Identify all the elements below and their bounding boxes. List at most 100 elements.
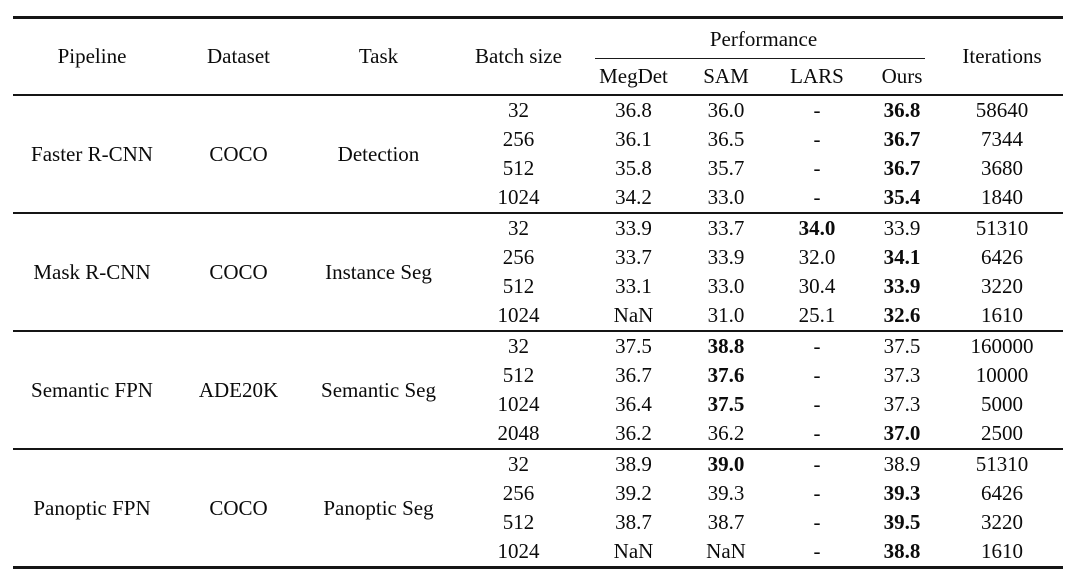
cell-ours: 34.1 bbox=[883, 245, 921, 270]
cell-lars: - bbox=[813, 156, 821, 181]
cell-batch-size: 2048 bbox=[497, 421, 540, 446]
cell-lars: 30.4 bbox=[798, 274, 836, 299]
col-header-batch-size: Batch size bbox=[451, 17, 586, 96]
cell-ours: 36.7 bbox=[883, 127, 921, 152]
cell-sam: 36.0 bbox=[707, 98, 745, 123]
cell-ours: 37.5 bbox=[863, 330, 942, 361]
cell-megdet: 33.1 bbox=[615, 274, 652, 299]
cell-sam: NaN bbox=[706, 539, 746, 564]
table-header: Pipeline Dataset Task Batch size Perform… bbox=[13, 17, 1064, 96]
cell-lars: - bbox=[813, 539, 821, 564]
cell-lars: - bbox=[813, 481, 821, 506]
cell-batch-size: 1024 bbox=[497, 303, 540, 328]
cell-megdet: 35.8 bbox=[615, 156, 652, 181]
cell-batch-size: 1024 bbox=[497, 392, 540, 417]
cell-dataset: COCO bbox=[171, 448, 306, 568]
cell-dataset: COCO bbox=[171, 212, 306, 331]
cell-sam: 37.5 bbox=[707, 392, 745, 417]
cell-sam: 36.5 bbox=[707, 127, 745, 152]
cell-lars: - bbox=[813, 421, 821, 446]
cell-batch-size: 32 bbox=[508, 98, 529, 123]
table-row: Faster R-CNN COCO Detection 32 36.8 36.0 - 36.8… bbox=[13, 95, 1063, 165]
cell-iterations: 2500 bbox=[981, 421, 1024, 446]
cell-iterations: 58640 bbox=[975, 98, 1029, 123]
cell-megdet: 36.8 bbox=[615, 98, 652, 123]
cell-megdet: 33.9 bbox=[586, 212, 681, 243]
col-header-ours: Ours bbox=[863, 59, 942, 96]
cell-pipeline: Panoptic FPN bbox=[13, 448, 171, 568]
cell-iterations: 1610 bbox=[981, 303, 1024, 328]
table-row: 2048 36.2 36.2 - 37.0 2500 bbox=[13, 419, 1063, 449]
cell-megdet: 38.9 bbox=[586, 448, 681, 479]
col-header-task: Task bbox=[306, 17, 451, 96]
cell-lars: - bbox=[813, 392, 821, 417]
cell-sam: 36.2 bbox=[707, 421, 745, 446]
cell-ours: 38.8 bbox=[883, 539, 921, 564]
cell-lars: 34.0 bbox=[771, 212, 863, 243]
cell-sam: 31.0 bbox=[707, 303, 745, 328]
cell-batch-size: 512 bbox=[502, 274, 535, 299]
cell-batch-size: 512 bbox=[502, 510, 535, 535]
cell-batch-size: 512 bbox=[502, 363, 535, 388]
cell-sam: 38.7 bbox=[707, 510, 745, 535]
cell-iterations: 51310 bbox=[941, 448, 1064, 479]
cell-batch-size: 1024 bbox=[497, 185, 540, 210]
cell-lars: - bbox=[771, 330, 863, 361]
cell-iterations: 3220 bbox=[981, 274, 1024, 299]
cell-batch-size: 32 bbox=[451, 448, 586, 479]
cell-sam: 38.8 bbox=[681, 330, 771, 361]
cell-megdet: 36.7 bbox=[615, 363, 652, 388]
cell-lars: 25.1 bbox=[798, 303, 836, 328]
table-row: Mask R-CNN COCO Instance Seg 32 33.9 33.7 34.0… bbox=[13, 212, 1064, 331]
cell-ours: 37.0 bbox=[883, 421, 921, 446]
table-row: 512 38.7 38.7 - 39.5 3220 bbox=[13, 508, 1063, 537]
cell-batch-size: 1024 bbox=[497, 539, 540, 564]
cell-iterations: 5000 bbox=[981, 392, 1024, 417]
col-header-sam: SAM bbox=[681, 59, 771, 96]
cell-ours: 37.3 bbox=[883, 392, 921, 417]
table-row: 512 33.1 33.0 30.4 33.9 3220 bbox=[13, 272, 1063, 301]
cell-ours: 33.9 bbox=[863, 212, 942, 243]
table-row: 256 33.7 33.9 32.0 34.1 6426 bbox=[13, 243, 1063, 272]
cell-batch-size: 32 bbox=[451, 330, 586, 361]
cell-lars: - bbox=[813, 185, 821, 210]
table-row: 1024 34.2 33.0 - 35.4 1840 bbox=[13, 183, 1063, 213]
cell-ours: 37.3 bbox=[883, 363, 921, 388]
cell-megdet: 39.2 bbox=[615, 481, 652, 506]
cell-ours: 36.8 bbox=[883, 98, 921, 123]
cell-lars: - bbox=[813, 510, 821, 535]
table-row: 1024 NaN NaN - 38.8 1610 bbox=[13, 537, 1063, 568]
cell-iterations: 10000 bbox=[975, 363, 1029, 388]
table-row: 256 36.1 36.5 - 36.7 7344 bbox=[13, 125, 1063, 154]
cell-ours: 32.6 bbox=[883, 303, 921, 328]
cell-ours: 36.7 bbox=[883, 156, 921, 181]
cell-batch-size: 256 bbox=[502, 481, 535, 506]
cell-iterations: 7344 bbox=[981, 127, 1024, 152]
cell-lars: - bbox=[813, 363, 821, 388]
cell-ours: 39.3 bbox=[883, 481, 921, 506]
cell-ours: 38.9 bbox=[863, 448, 942, 479]
cell-dataset: ADE20K bbox=[171, 330, 306, 449]
cell-megdet: 33.7 bbox=[615, 245, 652, 270]
cell-megdet: NaN bbox=[613, 303, 654, 328]
cell-megdet: 37.5 bbox=[586, 330, 681, 361]
cell-megdet: 36.2 bbox=[615, 421, 652, 446]
cell-megdet: 34.2 bbox=[615, 185, 652, 210]
cell-iterations: 3680 bbox=[981, 156, 1024, 181]
col-header-dataset: Dataset bbox=[171, 17, 306, 96]
cell-pipeline: Semantic FPN bbox=[13, 330, 171, 449]
table-row: 256 39.2 39.3 - 39.3 6426 bbox=[13, 479, 1063, 508]
cell-sam: 39.3 bbox=[707, 481, 745, 506]
cell-sam: 33.0 bbox=[707, 274, 745, 299]
cell-iterations: 1840 bbox=[981, 185, 1024, 210]
cell-task: Detection bbox=[337, 141, 420, 166]
table-row: 1024 NaN 31.0 25.1 32.6 1610 bbox=[13, 301, 1063, 331]
cell-iterations: 51310 bbox=[941, 212, 1064, 243]
table-body: Faster R-CNN COCO Detection 32 36.8 36.0 - 36.8… bbox=[13, 95, 1064, 568]
cell-iterations: 3220 bbox=[981, 510, 1024, 535]
table-row: 512 36.7 37.6 - 37.3 10000 bbox=[13, 361, 1063, 390]
cell-task: Instance Seg bbox=[306, 212, 451, 331]
cell-sam: 33.7 bbox=[681, 212, 771, 243]
cell-megdet: 36.1 bbox=[615, 127, 652, 152]
